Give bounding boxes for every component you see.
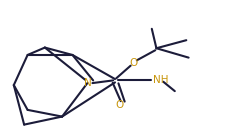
Text: N: N <box>83 78 91 88</box>
Text: O: O <box>129 58 137 68</box>
Text: NH: NH <box>152 75 168 85</box>
Text: O: O <box>115 100 123 109</box>
